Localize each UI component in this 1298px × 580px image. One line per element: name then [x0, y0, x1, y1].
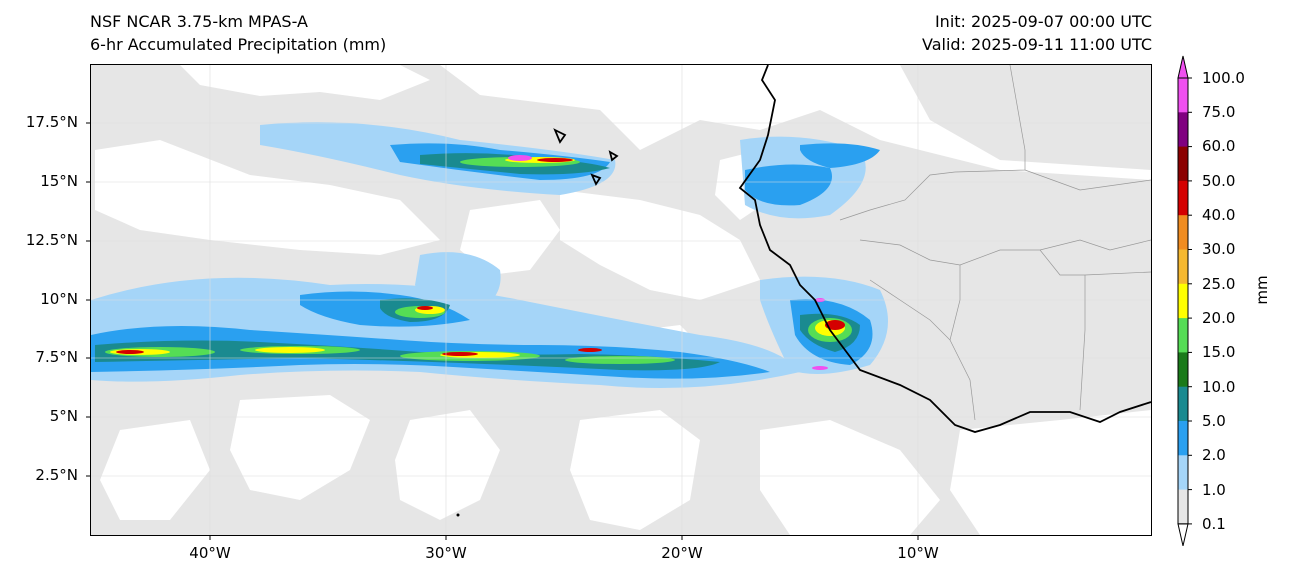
colorbar-swatch: [1178, 283, 1188, 319]
colorbar-swatch: [1178, 352, 1188, 388]
lon-tick-label: 10°W: [897, 544, 939, 562]
valid-time: Valid: 2025-09-11 11:00 UTC: [921, 35, 1152, 54]
colorbar-level-label: 50.0: [1202, 172, 1236, 190]
colorbar-swatch: [1178, 421, 1188, 456]
colorbar-swatch: [1178, 455, 1188, 491]
colorbar-level-label: 60.0: [1202, 137, 1236, 155]
colorbar-swatch: [1178, 180, 1188, 216]
colorbar-level-label: 1.0: [1202, 481, 1226, 499]
lat-tick-label: 15°N: [40, 172, 78, 190]
lat-tick-label: 12.5°N: [25, 231, 78, 249]
colorbar-level-label: 0.1: [1202, 515, 1226, 533]
lat-tick-label: 10°N: [40, 290, 78, 308]
colorbar-extend-min: [1177, 523, 1189, 547]
colorbar-swatch: [1178, 215, 1188, 250]
colorbar-swatch: [1178, 489, 1188, 525]
colorbar-swatch: [1178, 112, 1188, 148]
colorbar-swatch: [1178, 386, 1188, 422]
lat-tick-label: 2.5°N: [35, 466, 78, 484]
lon-tick-label: 20°W: [661, 544, 703, 562]
colorbar-level-label: 30.0: [1202, 240, 1236, 258]
colorbar-level-label: 20.0: [1202, 309, 1236, 327]
colorbar-swatch: [1178, 146, 1188, 182]
colorbar-level-label: 15.0: [1202, 343, 1236, 361]
init-time: Init: 2025-09-07 00:00 UTC: [934, 12, 1152, 31]
colorbar-extend-max: [1177, 55, 1189, 79]
colorbar-level-label: 25.0: [1202, 275, 1236, 293]
colorbar-swatch: [1178, 318, 1188, 353]
colorbar: [1177, 55, 1192, 547]
field-title: 6-hr Accumulated Precipitation (mm): [90, 35, 387, 54]
colorbar-level-label: 5.0: [1202, 412, 1226, 430]
lat-tick-label: 7.5°N: [35, 348, 78, 366]
colorbar-level-label: 40.0: [1202, 206, 1236, 224]
lat-tick-label: 17.5°N: [25, 113, 78, 131]
colorbar-unit: mm: [1253, 275, 1271, 305]
lon-tick-label: 40°W: [189, 544, 231, 562]
colorbar-swatch: [1178, 249, 1188, 285]
colorbar-level-label: 2.0: [1202, 446, 1226, 464]
lon-tick-label: 30°W: [425, 544, 467, 562]
colorbar-level-label: 10.0: [1202, 378, 1236, 396]
colorbar-level-label: 100.0: [1202, 69, 1245, 87]
model-title: NSF NCAR 3.75-km MPAS-A: [90, 12, 308, 31]
colorbar-swatch: [1178, 78, 1188, 113]
colorbar-level-label: 75.0: [1202, 103, 1236, 121]
precip-field: [91, 65, 1151, 535]
lat-tick-label: 5°N: [49, 407, 78, 425]
colorbar-frame: [1177, 77, 1189, 525]
